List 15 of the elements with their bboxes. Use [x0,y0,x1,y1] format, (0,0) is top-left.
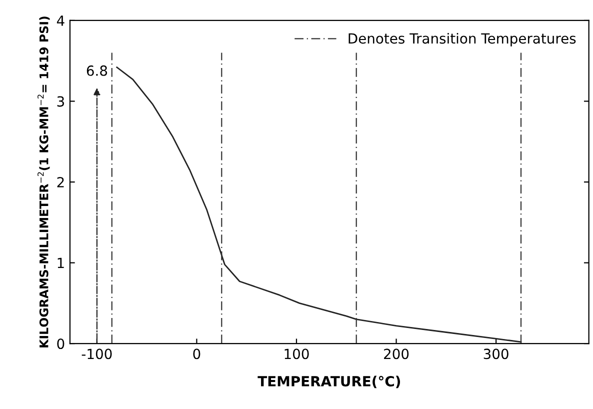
y-tick-label: 4 [56,16,64,26]
y-tick-label: 3 [57,96,64,107]
y-axis-title: KILOGRAMS-MILLIMETER$^{−2}$(1 KG-MM$^{−2}$= 1419 PSI) [38,16,50,348]
line-series [116,66,522,343]
x-tick-label: 200 [384,348,409,360]
x-tick-label: 300 [484,348,508,360]
x-tick-label: -100 [82,348,112,360]
x-tick-label: 0 [193,348,200,360]
x-axis-title: TEMPERATURE(°C) [258,376,400,388]
x-tick-label: 100 [284,348,309,360]
y-tick-label: 2 [57,176,64,188]
legend-label: Denotes Transition Temperatures [348,32,576,46]
annotation: 6.8 [86,65,108,76]
y-tick-label: 0 [57,338,64,350]
y-tick-label: 1 [58,258,64,268]
